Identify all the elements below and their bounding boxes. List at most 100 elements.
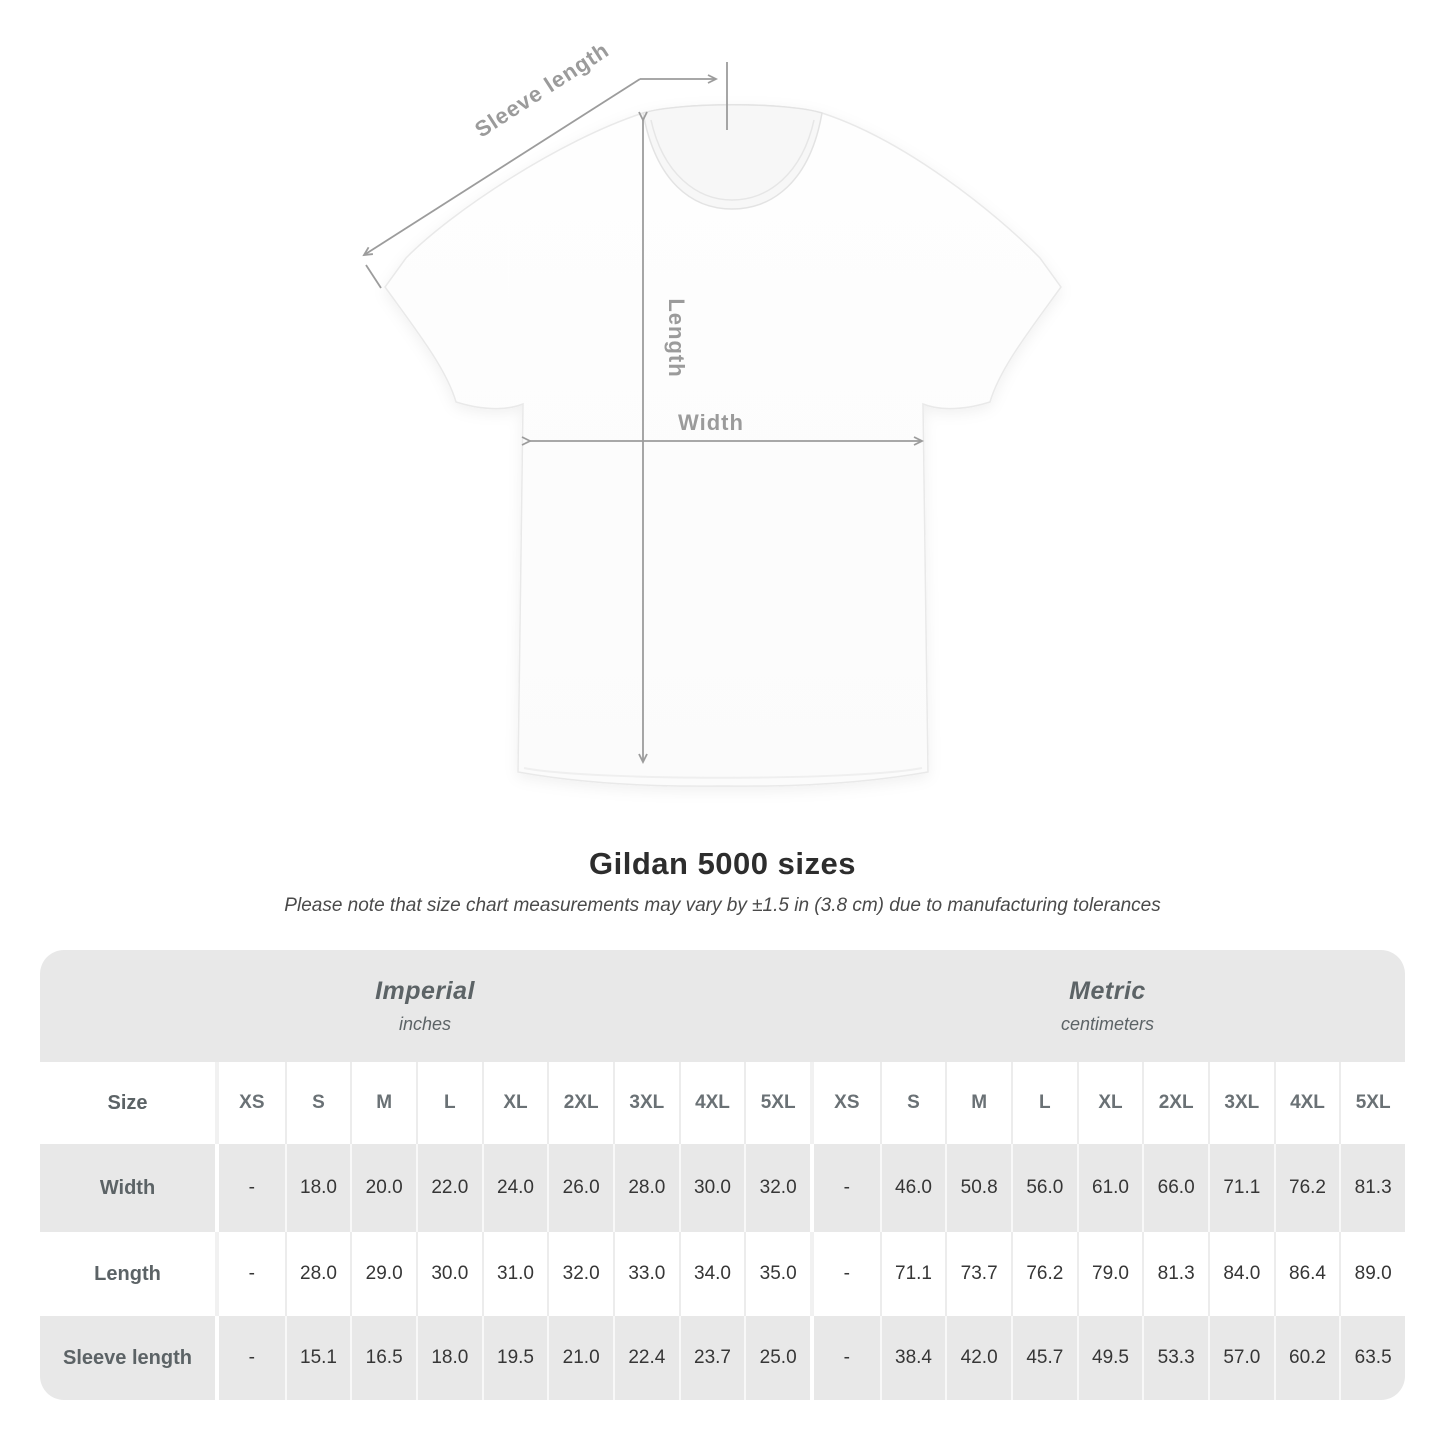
table-cell: 86.4	[1273, 1232, 1340, 1316]
table-row-length: Length - 28.0 29.0 30.0 31.0 32.0 33.0 3…	[40, 1232, 1405, 1316]
tshirt-figure: Sleeve length Length Width	[362, 37, 1062, 787]
table-cell: 60.2	[1273, 1316, 1340, 1400]
size-col-header: XS	[219, 1062, 285, 1144]
table-cell: 26.0	[547, 1144, 613, 1232]
table-cell: -	[219, 1232, 285, 1316]
table-cell: 45.7	[1010, 1316, 1077, 1400]
size-header-row: Size XS S M L XL 2XL 3XL 4XL 5XL XS S M …	[40, 1062, 1405, 1144]
table-cell: 28.0	[284, 1232, 351, 1316]
size-col-header: XL	[1076, 1062, 1143, 1144]
table-cell: 29.0	[350, 1232, 416, 1316]
table-cell: 81.3	[1142, 1232, 1208, 1316]
table-cell: 71.1	[879, 1232, 946, 1316]
table-row-width: Width - 18.0 20.0 22.0 24.0 26.0 28.0 30…	[40, 1144, 1405, 1232]
unit-band: Imperial inches Metric centimeters	[40, 950, 1405, 1062]
page-title: Gildan 5000 sizes	[589, 846, 856, 881]
size-col-header: S	[284, 1062, 351, 1144]
table-cell: -	[813, 1144, 880, 1232]
row-label: Sleeve length	[40, 1316, 215, 1400]
size-col-header: 2XL	[547, 1062, 613, 1144]
table-cell: 19.5	[481, 1316, 548, 1400]
table-cell: 31.0	[481, 1232, 548, 1316]
size-col-header: 4XL	[1273, 1062, 1340, 1144]
table-cell: 38.4	[879, 1316, 946, 1400]
table-cell: -	[219, 1144, 285, 1232]
row-label: Width	[40, 1144, 215, 1232]
table-cell: 73.7	[945, 1232, 1011, 1316]
table-cell: 18.0	[415, 1316, 482, 1400]
sleeve-tick	[365, 264, 382, 289]
table-cell: 76.2	[1273, 1144, 1340, 1232]
size-col-header: 5XL	[744, 1062, 810, 1144]
table-cell: 42.0	[945, 1316, 1011, 1400]
metric-title: Metric	[1069, 977, 1146, 1005]
table-cell: 21.0	[547, 1316, 613, 1400]
table-cell: 22.4	[612, 1316, 679, 1400]
table-cell: 66.0	[1142, 1144, 1208, 1232]
imperial-title: Imperial	[375, 977, 475, 1005]
dimension-lines	[362, 62, 925, 765]
imperial-unit: inches	[398, 1014, 452, 1034]
table-cell: 53.3	[1142, 1316, 1208, 1400]
table-cell: 61.0	[1076, 1144, 1143, 1232]
size-col-header: S	[879, 1062, 946, 1144]
size-col-header: M	[945, 1062, 1011, 1144]
size-col-header: 2XL	[1142, 1062, 1208, 1144]
table-cell: 28.0	[612, 1144, 679, 1232]
table-cell: 49.5	[1076, 1316, 1143, 1400]
table-cell: 25.0	[744, 1316, 810, 1400]
imperial-section-header: Imperial inches	[40, 950, 810, 1062]
size-col-header: 3XL	[612, 1062, 679, 1144]
length-label: Length	[664, 298, 689, 377]
width-label: Width	[678, 410, 744, 435]
metric-section-header: Metric centimeters	[810, 950, 1405, 1062]
table-cell: 32.0	[744, 1144, 810, 1232]
sleeve-length-label: Sleeve length	[470, 37, 613, 142]
page-subtitle: Please note that size chart measurements…	[284, 895, 1161, 916]
table-cell: 84.0	[1207, 1232, 1274, 1316]
table-cell: 79.0	[1076, 1232, 1143, 1316]
table-cell: 22.0	[415, 1144, 482, 1232]
size-col-header: L	[415, 1062, 482, 1144]
size-col-header: 4XL	[678, 1062, 745, 1144]
table-cell: -	[813, 1316, 880, 1400]
tshirt-shape	[384, 104, 1062, 787]
table-cell: 18.0	[284, 1144, 351, 1232]
table-cell: 63.5	[1339, 1316, 1405, 1400]
table-cell: 50.8	[945, 1144, 1011, 1232]
table-cell: 76.2	[1010, 1232, 1077, 1316]
size-col-header: M	[350, 1062, 416, 1144]
size-col-header: XL	[481, 1062, 548, 1144]
size-table: Imperial inches Metric centimeters Size …	[40, 950, 1405, 1400]
size-col-header: 5XL	[1339, 1062, 1405, 1144]
table-cell: -	[219, 1316, 285, 1400]
metric-unit: centimeters	[1060, 1014, 1155, 1034]
size-col-header: L	[1010, 1062, 1077, 1144]
table-cell: 32.0	[547, 1232, 613, 1316]
table-cell: 71.1	[1207, 1144, 1274, 1232]
table-cell: 81.3	[1339, 1144, 1405, 1232]
tshirt-diagram: Sleeve length Length Width	[362, 37, 1062, 787]
table-cell: 89.0	[1339, 1232, 1405, 1316]
table-cell: 30.0	[678, 1144, 745, 1232]
table-cell: 46.0	[879, 1144, 946, 1232]
table-cell: 16.5	[350, 1316, 416, 1400]
sleeve-length-line	[362, 78, 641, 257]
table-cell: 34.0	[678, 1232, 745, 1316]
table-cell: 56.0	[1010, 1144, 1077, 1232]
table-cell: 57.0	[1207, 1316, 1274, 1400]
table-cell: -	[813, 1232, 880, 1316]
size-col-header: XS	[813, 1062, 880, 1144]
table-cell: 23.7	[678, 1316, 745, 1400]
size-header-label: Size	[40, 1062, 215, 1144]
table-cell: 15.1	[284, 1316, 351, 1400]
table-cell: 33.0	[612, 1232, 679, 1316]
table-cell: 30.0	[415, 1232, 482, 1316]
table-cell: 20.0	[350, 1144, 416, 1232]
table-cell: 24.0	[481, 1144, 548, 1232]
table-row-sleeve-length: Sleeve length - 15.1 16.5 18.0 19.5 21.0…	[40, 1316, 1405, 1400]
size-col-header: 3XL	[1207, 1062, 1274, 1144]
table-cell: 35.0	[744, 1232, 810, 1316]
row-label: Length	[40, 1232, 215, 1316]
